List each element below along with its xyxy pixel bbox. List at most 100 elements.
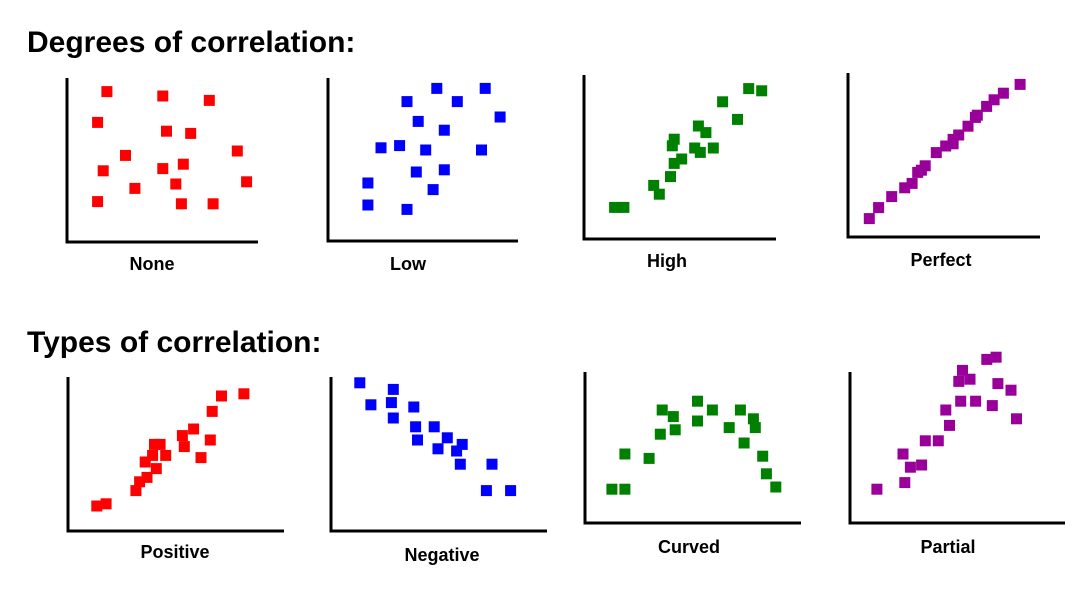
scatter-point: [130, 485, 142, 497]
scatter-point: [692, 415, 703, 427]
scatter-point: [609, 201, 621, 213]
scatter-point: [432, 443, 444, 455]
scatter-point: [706, 404, 718, 416]
scatter-point: [747, 413, 759, 425]
scatter-point: [385, 397, 397, 409]
scatter-point: [206, 405, 218, 417]
scatter-point: [970, 395, 982, 407]
scatter-point: [930, 147, 942, 159]
scatter-point: [997, 87, 1009, 99]
scatter-point: [362, 199, 374, 211]
scatter-point: [668, 157, 680, 169]
scatter-point: [431, 82, 443, 94]
chart-low: Low: [326, 78, 518, 274]
scatter-point: [1005, 384, 1017, 396]
scatter-point: [904, 461, 916, 473]
scatter-point: [955, 395, 967, 407]
scatter-point: [919, 435, 931, 447]
chart-label: None: [130, 254, 175, 274]
scatter-point: [940, 404, 952, 416]
scatter-point: [619, 448, 631, 460]
scatter-point: [1011, 413, 1022, 425]
scatter-point: [394, 140, 406, 152]
scatter-point: [97, 165, 109, 177]
chart-high: High: [582, 75, 776, 271]
chart-label: Low: [390, 254, 427, 274]
scatter-point: [700, 127, 712, 139]
scatter-point: [141, 471, 153, 483]
scatter-point: [665, 171, 676, 183]
scatter-point: [940, 140, 952, 152]
chart-label: Negative: [404, 545, 479, 565]
scatter-point: [873, 202, 885, 214]
scatter-point: [401, 96, 413, 108]
scatter-point: [962, 120, 974, 132]
scatter-point: [157, 163, 169, 175]
scatter-point: [899, 477, 911, 489]
scatter-point: [732, 113, 743, 125]
scatter-point: [947, 133, 959, 145]
chart-label: Positive: [140, 542, 209, 562]
scatter-point: [161, 125, 172, 137]
scatter-point: [654, 428, 666, 440]
scatter-point: [692, 395, 703, 407]
scatter-point: [479, 82, 491, 94]
scatter-point: [899, 182, 911, 194]
scatter-point: [410, 166, 422, 178]
scatter-point: [401, 203, 413, 215]
scatter-point: [451, 96, 463, 108]
chart-label: Partial: [920, 537, 975, 557]
scatter-point: [480, 485, 492, 497]
scatter-point: [619, 483, 631, 495]
scatter-point: [154, 438, 166, 450]
scatter-point: [886, 191, 898, 203]
scatter-point: [668, 133, 680, 145]
scatter-point: [207, 198, 219, 210]
scatter-point: [92, 196, 104, 208]
scatter-point: [717, 96, 729, 108]
scatter-point: [897, 448, 909, 460]
scatter-point: [175, 198, 187, 210]
scatter-point: [988, 94, 1000, 106]
scatter-point: [653, 188, 665, 200]
scatter-point: [666, 140, 678, 152]
scatter-point: [241, 176, 253, 188]
chart-perfect: Perfect: [846, 73, 1040, 270]
scatter-point: [231, 145, 243, 157]
scatter-point: [906, 177, 918, 189]
chart-axes: [846, 73, 1040, 239]
scatter-point: [648, 179, 660, 191]
scatter-point: [667, 411, 679, 423]
scatter-point: [770, 481, 782, 493]
scatter-point: [990, 351, 1002, 363]
scatter-point: [676, 153, 688, 165]
scatter-point: [354, 377, 366, 389]
scatter-point: [756, 85, 768, 97]
chart-axes: [66, 377, 284, 533]
scatter-point: [170, 178, 182, 190]
chart-curved: Curved: [583, 372, 801, 557]
scatter-point: [643, 452, 655, 464]
scatter-point: [216, 390, 227, 402]
scatter-point: [692, 120, 704, 132]
scatter-point: [147, 449, 159, 461]
scatter-point: [969, 111, 981, 123]
scatter-point: [915, 164, 927, 176]
scatter-point: [656, 404, 668, 416]
scatter-point: [438, 124, 450, 136]
scatter-point: [375, 142, 387, 154]
scatter-point: [1014, 78, 1026, 90]
scatter-point: [195, 452, 207, 464]
scatter-point: [669, 424, 681, 436]
scatter-point: [992, 378, 1004, 390]
scatter-point: [428, 421, 440, 433]
chart-label: High: [647, 251, 687, 271]
scatter-point: [188, 423, 200, 435]
chart-axes: [848, 372, 1065, 525]
scatter-point: [738, 437, 750, 449]
scatter-point: [412, 434, 423, 446]
scatter-point: [863, 213, 875, 225]
scatter-point: [749, 422, 761, 434]
scatter-point: [441, 432, 453, 444]
